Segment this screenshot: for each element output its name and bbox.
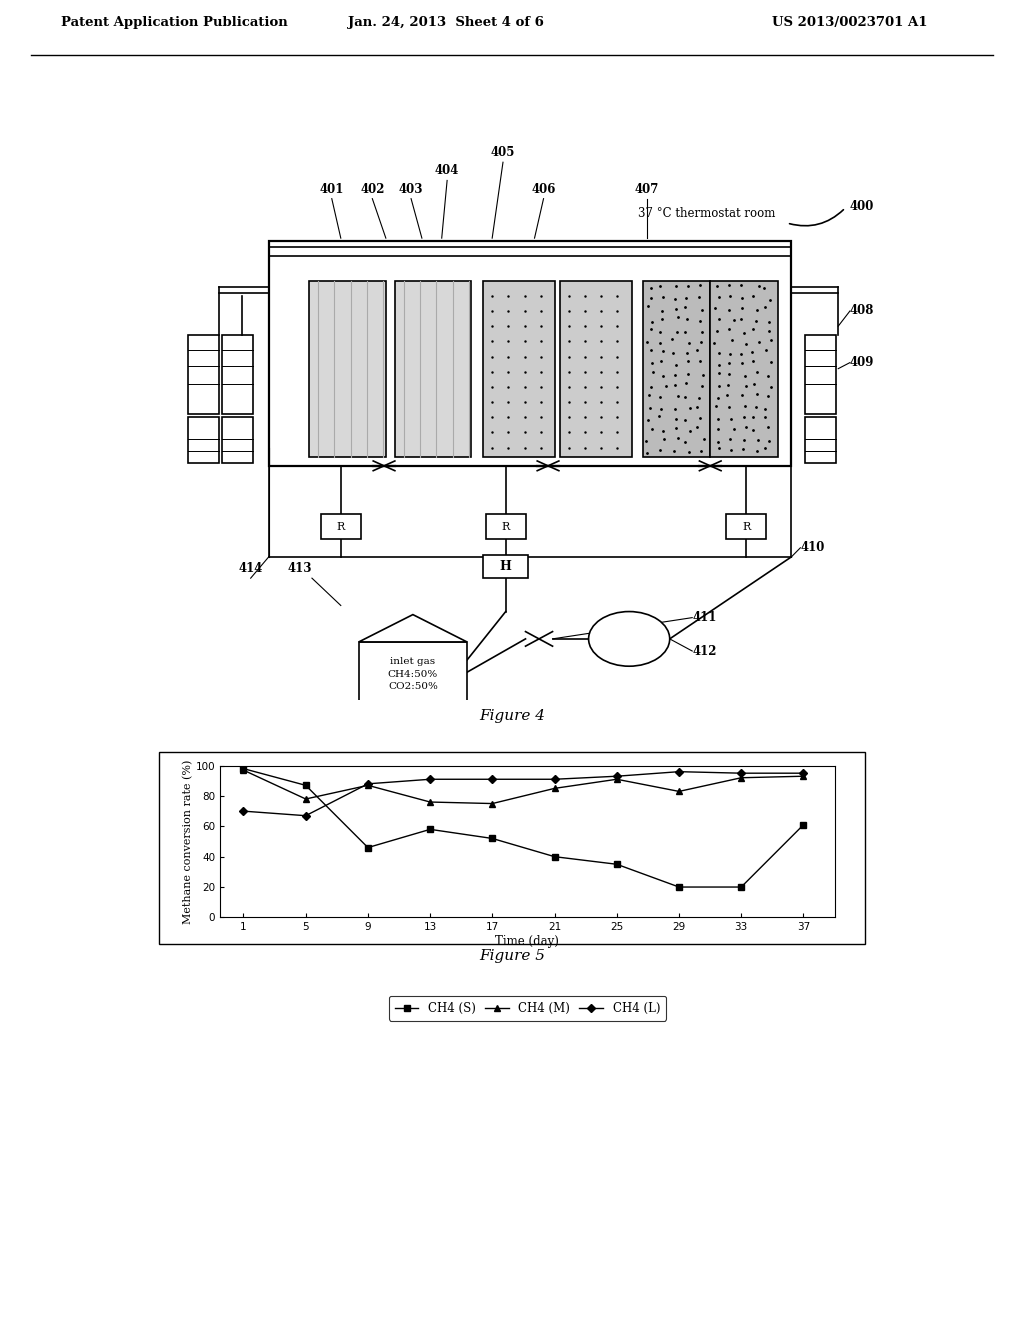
CH4 (S) xyxy=(238,760,250,776)
Text: 404: 404 xyxy=(435,165,460,177)
Text: 403: 403 xyxy=(398,182,423,195)
Text: 407: 407 xyxy=(635,182,659,195)
Bar xyxy=(726,515,766,539)
Bar xyxy=(358,642,467,709)
Text: 408: 408 xyxy=(850,305,874,318)
CH4 (M) xyxy=(361,777,374,793)
Text: R: R xyxy=(502,521,510,532)
Text: 405: 405 xyxy=(490,147,515,160)
Text: 400: 400 xyxy=(850,201,874,213)
Bar xyxy=(643,281,711,457)
CH4 (S) xyxy=(549,849,561,865)
CH4 (M) xyxy=(610,771,623,787)
Line: CH4 (M): CH4 (M) xyxy=(240,767,807,807)
Text: Figure 5: Figure 5 xyxy=(479,949,545,962)
CH4 (L) xyxy=(424,771,436,787)
CH4 (L) xyxy=(238,803,250,818)
CH4 (M) xyxy=(238,762,250,777)
CH4 (S) xyxy=(798,817,810,833)
Circle shape xyxy=(589,611,670,667)
Line: CH4 (L): CH4 (L) xyxy=(241,768,806,818)
Text: Jan. 24, 2013  Sheet 4 of 6: Jan. 24, 2013 Sheet 4 of 6 xyxy=(347,16,544,29)
CH4 (L) xyxy=(549,771,561,787)
CH4 (M) xyxy=(424,795,436,810)
Bar xyxy=(222,417,253,463)
Bar xyxy=(805,335,837,414)
Bar xyxy=(483,281,555,457)
Bar xyxy=(321,515,360,539)
Text: 406: 406 xyxy=(531,182,556,195)
CH4 (M) xyxy=(486,796,499,812)
CH4 (L) xyxy=(798,766,810,781)
CH4 (M) xyxy=(798,768,810,784)
Bar xyxy=(805,417,837,463)
Text: 412: 412 xyxy=(692,644,717,657)
CH4 (S) xyxy=(735,879,748,895)
Line: CH4 (S): CH4 (S) xyxy=(241,766,806,890)
Y-axis label: Methane conversion rate (%): Methane conversion rate (%) xyxy=(182,759,193,924)
CH4 (S) xyxy=(610,857,623,873)
CH4 (M) xyxy=(300,791,312,807)
Bar xyxy=(187,417,219,463)
Text: Patent Application Publication: Patent Application Publication xyxy=(61,16,288,29)
X-axis label: Time (day): Time (day) xyxy=(496,935,559,948)
Text: R: R xyxy=(742,521,751,532)
Bar xyxy=(268,242,792,466)
CH4 (S) xyxy=(361,840,374,855)
Text: 37 °C thermostat room: 37 °C thermostat room xyxy=(638,207,775,220)
Bar xyxy=(711,281,778,457)
Bar xyxy=(485,515,525,539)
Text: 413: 413 xyxy=(288,562,312,576)
Bar xyxy=(560,281,632,457)
CH4 (L) xyxy=(673,764,685,780)
CH4 (L) xyxy=(361,776,374,792)
CH4 (S) xyxy=(673,879,685,895)
CH4 (M) xyxy=(735,770,748,785)
Text: H: H xyxy=(500,560,512,573)
CH4 (M) xyxy=(549,780,561,796)
CH4 (S) xyxy=(486,830,499,846)
CH4 (L) xyxy=(486,771,499,787)
Text: R: R xyxy=(337,521,345,532)
Text: inlet gas
CH4:50%
CO2:50%: inlet gas CH4:50% CO2:50% xyxy=(388,657,438,692)
Text: 401: 401 xyxy=(319,182,344,195)
CH4 (L) xyxy=(300,808,312,824)
Text: 414: 414 xyxy=(239,562,263,576)
Bar xyxy=(187,335,219,414)
CH4 (L) xyxy=(735,766,748,781)
Text: 409: 409 xyxy=(850,356,874,370)
Legend: CH4 (S), CH4 (M), CH4 (L): CH4 (S), CH4 (M), CH4 (L) xyxy=(389,997,666,1020)
Polygon shape xyxy=(358,615,467,642)
CH4 (S) xyxy=(300,777,312,793)
Text: 402: 402 xyxy=(360,182,385,195)
Text: 410: 410 xyxy=(801,541,824,554)
Text: Figure 4: Figure 4 xyxy=(479,709,545,723)
Bar xyxy=(395,281,471,457)
CH4 (M) xyxy=(673,784,685,800)
Bar xyxy=(483,556,528,578)
Bar xyxy=(309,281,386,457)
CH4 (S) xyxy=(424,821,436,837)
Bar xyxy=(222,335,253,414)
CH4 (L) xyxy=(610,768,623,784)
Text: US 2013/0023701 A1: US 2013/0023701 A1 xyxy=(772,16,928,29)
Text: 411: 411 xyxy=(692,611,717,624)
